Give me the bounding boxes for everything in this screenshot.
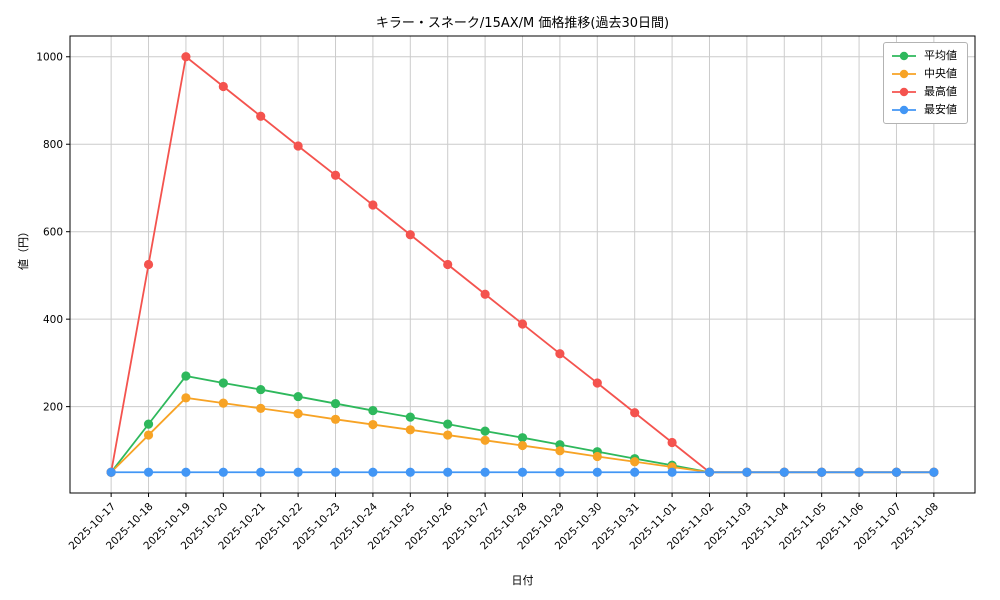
data-point-marker [443,430,453,440]
data-point-marker [106,467,116,477]
data-point-marker [181,393,191,403]
legend-marker-icon [892,105,916,115]
data-point-marker [143,430,154,440]
legend-item: 中央値 [891,67,957,81]
data-point-marker [256,467,266,477]
legend-label: 最安値 [924,103,957,116]
data-point-marker [443,467,453,477]
data-point-marker [368,419,378,430]
data-point-marker [667,437,677,448]
data-point-marker [181,467,191,477]
y-tick-label: 600 [43,227,63,239]
data-point-marker [517,319,528,329]
legend-item: 平均値 [891,49,957,63]
data-point-marker [330,398,341,409]
data-point-marker [368,200,378,210]
data-point-marker [143,419,154,429]
data-point-marker [480,467,490,477]
data-point-marker [330,414,341,424]
legend: 平均値中央値最高値最安値 [883,42,968,124]
chart-title: キラー・スネーク/15AX/M 価格推移(過去30日間) [375,16,670,31]
legend-label: 最高値 [924,85,957,98]
data-point-marker [256,403,266,413]
legend-marker-icon [892,51,916,61]
data-point-marker [742,467,752,477]
data-point-marker [555,349,565,359]
data-point-marker [405,467,415,477]
data-point-marker [143,467,154,477]
data-point-marker [480,289,490,299]
data-point-marker [592,467,602,477]
y-tick-label: 800 [43,139,63,151]
x-axis-label: 日付 [511,574,534,587]
legend-label: 平均値 [924,49,957,62]
data-point-marker [330,170,341,180]
data-point-marker [181,52,191,62]
data-point-marker [330,467,341,477]
data-point-marker [480,426,490,436]
data-point-marker [405,425,415,435]
data-point-marker [405,412,415,422]
data-point-marker [517,440,528,451]
data-point-marker [929,467,939,477]
data-point-marker [368,405,378,416]
data-point-marker [256,111,266,121]
data-point-marker [480,435,490,445]
y-tick-label: 200 [43,401,63,413]
data-point-marker [293,409,303,419]
data-point-marker [517,433,528,443]
data-point-marker [517,467,528,477]
legend-item: 最安値 [891,103,957,117]
data-point-marker [891,467,902,477]
data-point-marker [405,230,415,240]
data-point-marker [592,378,602,388]
data-point-marker [218,467,228,477]
data-point-marker [555,446,565,456]
data-point-marker [293,467,303,477]
legend-item: 最高値 [891,85,957,99]
data-point-marker [443,259,453,270]
data-point-marker [817,467,827,477]
data-point-marker [555,467,565,477]
data-point-marker [218,398,228,408]
data-point-marker [293,391,303,402]
data-point-marker [630,408,640,418]
data-point-marker [143,259,154,270]
y-axis-label: 値（円） [17,226,30,270]
data-point-marker [667,467,677,477]
data-point-marker [218,378,228,388]
data-point-marker [630,467,640,477]
data-point-marker [218,81,228,92]
data-point-marker [704,467,715,477]
data-point-marker [854,467,864,477]
data-point-marker [293,141,303,151]
data-point-marker [443,419,453,429]
y-tick-label: 1000 [36,52,63,64]
data-point-marker [779,467,789,477]
data-point-marker [256,384,266,395]
data-point-marker [630,457,640,467]
data-point-marker [181,371,191,381]
legend-label: 中央値 [924,67,957,80]
legend-marker-icon [892,87,916,97]
data-point-marker [592,451,602,462]
y-tick-label: 400 [43,314,63,326]
legend-marker-icon [892,69,916,79]
data-point-marker [368,467,378,477]
